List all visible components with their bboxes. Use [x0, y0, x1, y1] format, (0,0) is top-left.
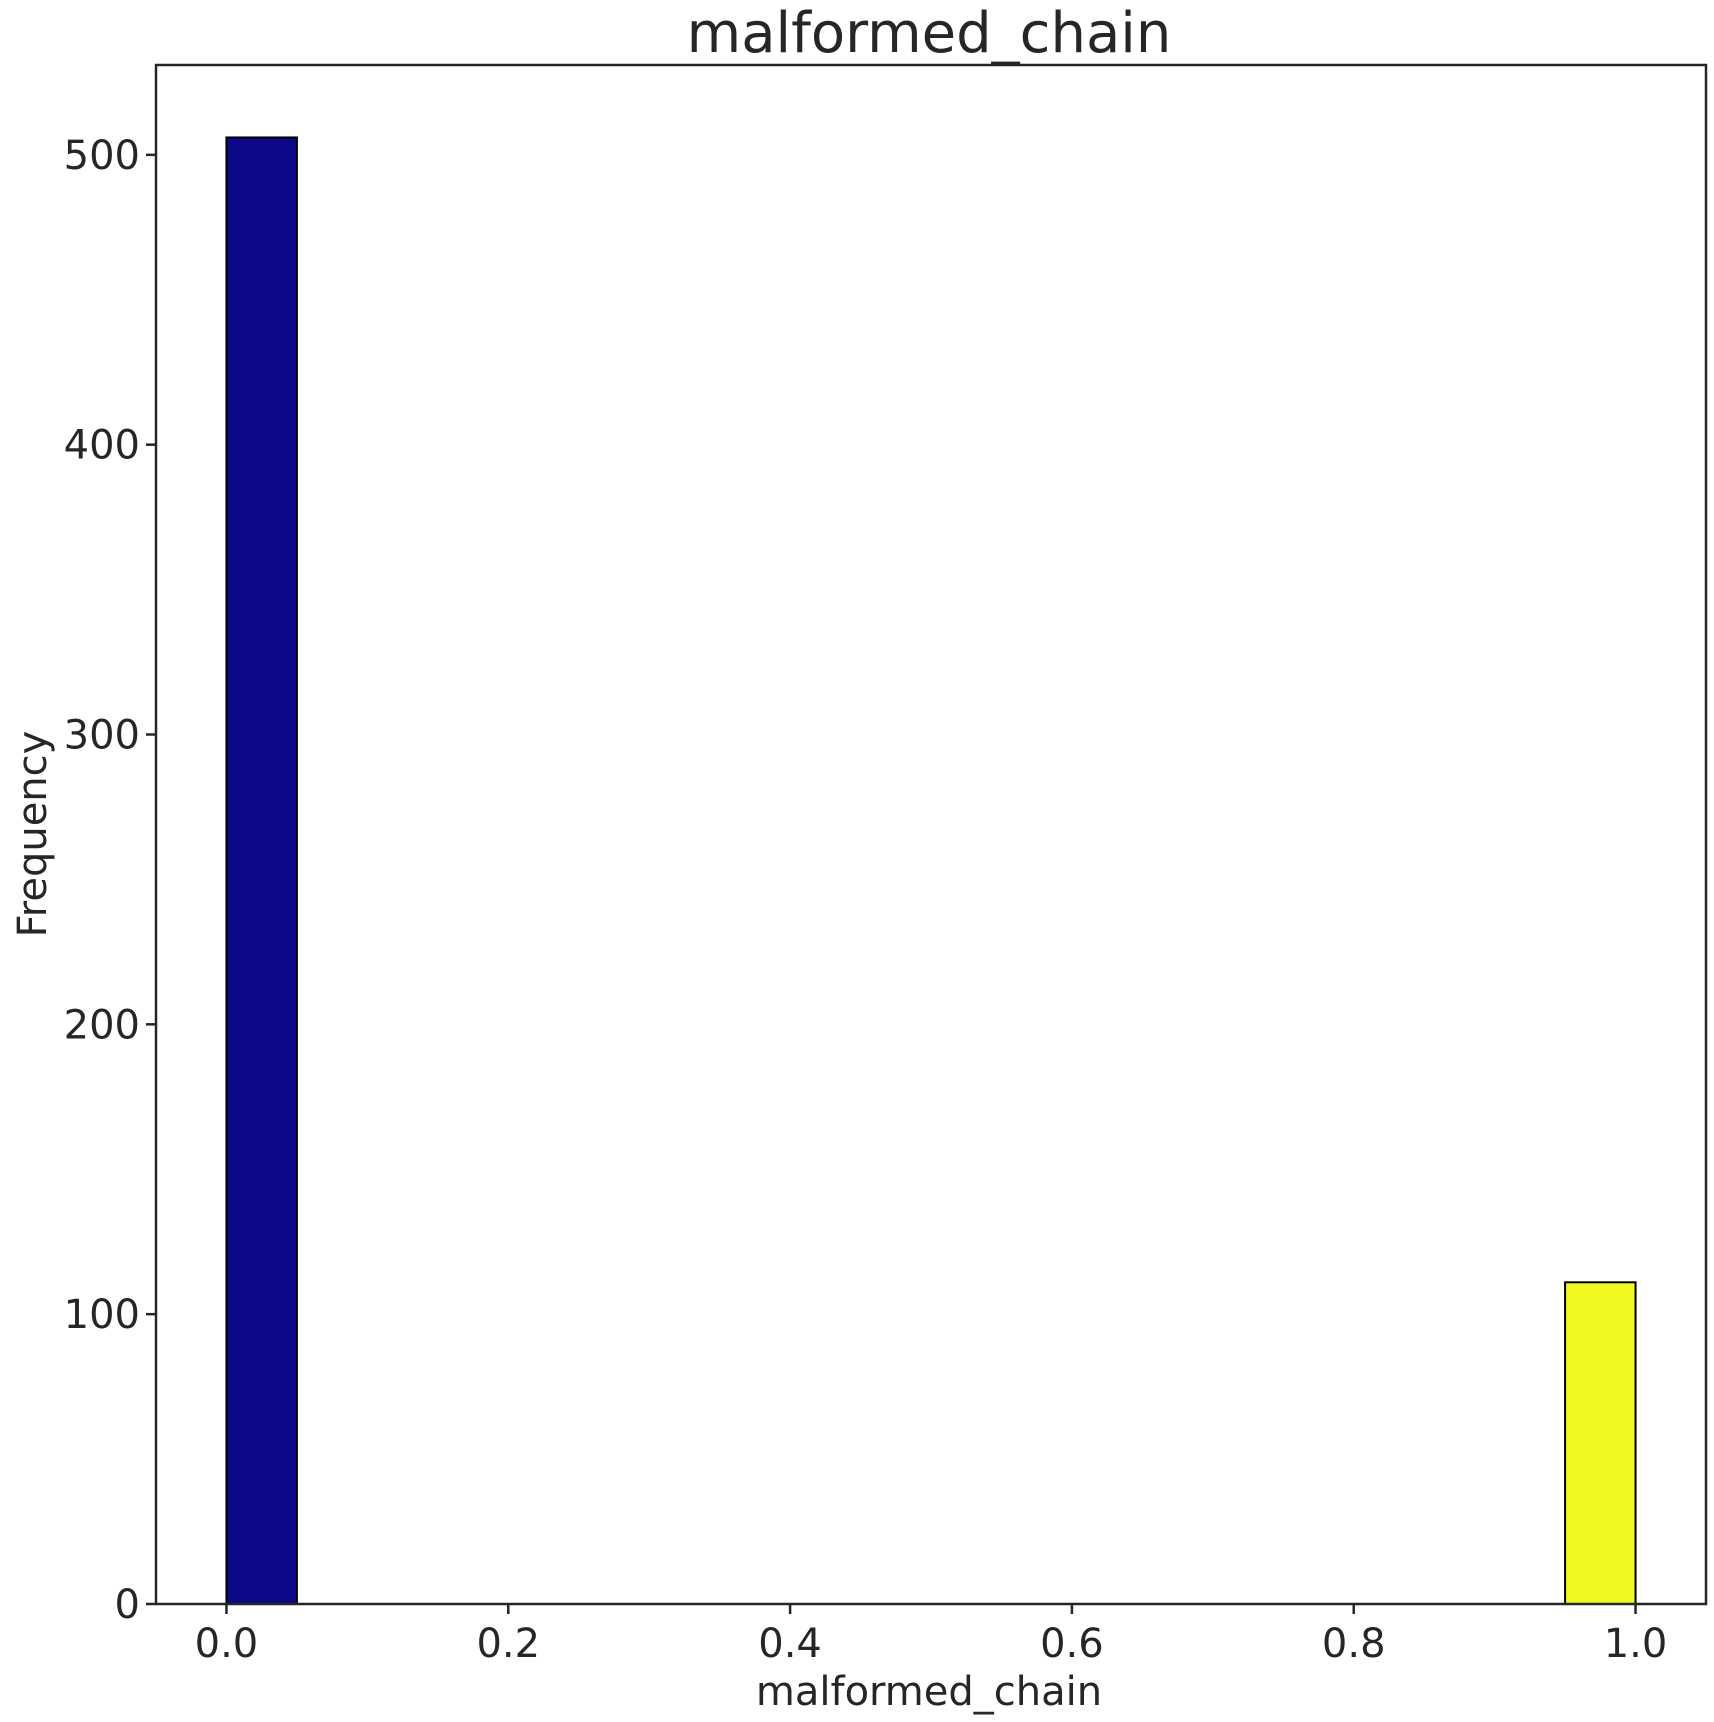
- y-axis-ticks: 0 100 200 300 400 500: [64, 133, 156, 1628]
- y-tick-label-0: 0: [115, 1582, 140, 1628]
- y-tick-label-3: 300: [64, 713, 140, 759]
- x-tick-label-2: 0.4: [758, 1621, 822, 1667]
- y-tick-label-2: 200: [64, 1002, 140, 1048]
- x-tick-label-3: 0.6: [1040, 1621, 1104, 1667]
- chart-title: malformed_chain: [687, 1, 1172, 66]
- y-tick-label-1: 100: [64, 1292, 140, 1338]
- histogram-bar-0: [225, 136, 298, 1605]
- y-tick-label-5: 500: [64, 133, 140, 179]
- x-tick-label-5: 1.0: [1604, 1621, 1668, 1667]
- x-axis-title: malformed_chain: [756, 1669, 1102, 1715]
- y-tick-label-4: 400: [64, 423, 140, 469]
- x-tick-label-1: 0.2: [476, 1621, 540, 1667]
- plot-frame: [154, 63, 1708, 1606]
- y-axis-title: Frequency: [10, 731, 56, 938]
- bars-layer: [225, 136, 1637, 1605]
- x-tick-label-0: 0.0: [195, 1621, 259, 1667]
- x-axis-ticks: 0.0 0.2 0.4 0.6 0.8 1.0: [195, 1604, 1668, 1667]
- histogram-bar-1: [1564, 1281, 1637, 1605]
- x-tick-label-4: 0.8: [1322, 1621, 1386, 1667]
